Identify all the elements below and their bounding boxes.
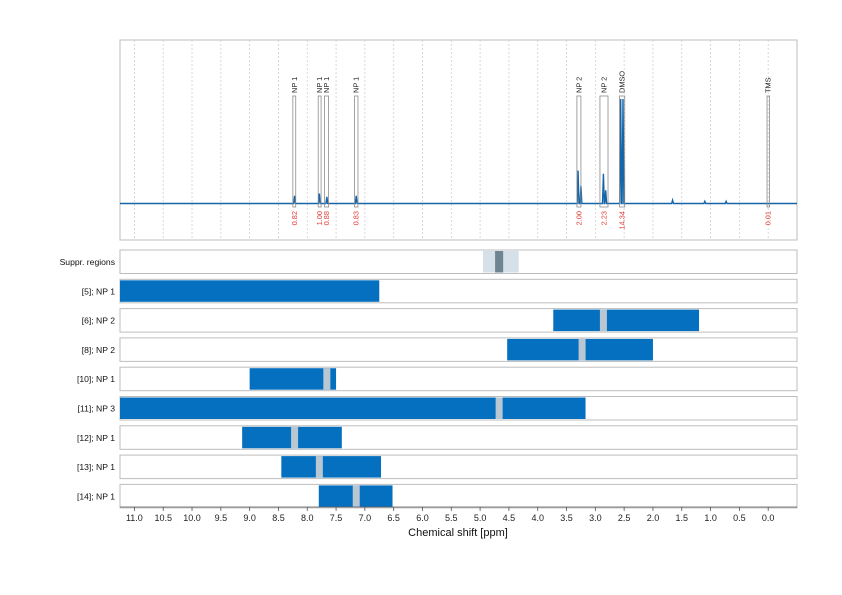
x-tick-label: 0.0 (762, 513, 775, 523)
range-bar-marker (352, 485, 360, 507)
range-row-label: [8]; NP 2 (82, 345, 116, 355)
x-tick-label: 3.0 (589, 513, 602, 523)
range-row-label: [6]; NP 2 (82, 316, 116, 326)
range-row-frame (119, 337, 798, 362)
range-bar-marker (599, 309, 607, 332)
peak-integral-value: 0.01 (764, 211, 773, 225)
peak-annotation-box (766, 95, 770, 208)
range-row-label: [12]; NP 1 (77, 433, 115, 443)
x-tick-label: 3.5 (560, 513, 573, 523)
range-row-label: [10]; NP 1 (77, 374, 115, 384)
x-axis-title: Chemical shift [ppm] (408, 527, 508, 539)
x-tick-label: 5.0 (474, 513, 487, 523)
range-bar-marker (315, 456, 323, 478)
peak-annotation-label: NP 1 (290, 77, 299, 93)
peak-integral-value: 2.23 (599, 211, 608, 225)
x-tick-label: 4.5 (503, 513, 516, 523)
range-row-label: Suppr. regions (60, 257, 115, 267)
range-row-frame (119, 483, 798, 509)
x-tick-label: 10.0 (183, 513, 201, 523)
peak-annotation-label: TMS (764, 77, 773, 93)
range-bar (553, 309, 700, 332)
peak-integral-value: 0.88 (322, 211, 331, 225)
x-tick-label: 9.5 (215, 513, 228, 523)
range-row-label: [5]; NP 1 (82, 286, 116, 296)
suppression-region-inner (495, 251, 504, 273)
range-row-label: [14]; NP 1 (77, 491, 115, 501)
range-bar-marker (495, 397, 503, 419)
peak-annotation-label: NP 2 (574, 77, 583, 93)
x-tick-label: 8.0 (301, 513, 314, 523)
x-tick-label: 2.0 (647, 513, 660, 523)
x-tick-label: 8.5 (272, 513, 285, 523)
range-bar (120, 397, 586, 419)
x-tick-label: 7.5 (330, 513, 343, 523)
peak-annotation-box (317, 95, 322, 208)
peak-integral-value: 14.34 (618, 211, 627, 230)
x-tick-label: 9.0 (243, 513, 256, 523)
x-tick-label: 7.0 (359, 513, 372, 523)
range-rows-panel: Suppr. regions [5]; NP 1 [6]; NP 2 [8]; NP … (60, 249, 798, 509)
peak-annotation-box (576, 95, 582, 208)
x-tick-label: 5.5 (445, 513, 458, 523)
x-axis: 11.0 10.5 10.0 9.5 9.0 8.5 8.0 7.5 7.0 6.5 6.0 5.5 5… (120, 506, 797, 523)
peak-integral-value: 0.83 (352, 211, 361, 225)
range-bar-marker (323, 368, 331, 390)
range-row-frame (119, 249, 798, 274)
peak-integral-value: 1.00 (315, 211, 324, 225)
peak-annotation-label: NP 1 (315, 77, 324, 93)
spectrum-trace (120, 98, 797, 205)
x-tick-label: 4.0 (531, 513, 544, 523)
x-tick-label: 11.0 (126, 513, 143, 523)
range-bar (249, 368, 337, 390)
range-bar (281, 456, 382, 478)
x-tick-label: 6.0 (416, 513, 429, 523)
x-tick-label: 0.5 (733, 513, 746, 523)
peak-annotation-box (619, 95, 626, 208)
peak-annotation-label: DMSO (618, 71, 627, 93)
range-row-frame (119, 454, 798, 480)
peak-integral-value: 0.82 (290, 211, 299, 225)
x-tick-label: 2.5 (618, 513, 631, 523)
peak-annotation-box (599, 95, 609, 208)
range-bar (120, 280, 380, 302)
peak-annotation-box (292, 95, 297, 208)
range-bar-marker (578, 338, 586, 361)
range-row-label: [11]; NP 3 (78, 403, 116, 413)
x-tick-label: 1.5 (676, 513, 689, 523)
peak-annotation-label: NP 2 (599, 77, 608, 93)
peak-annotation-label: NP 1 (322, 77, 331, 93)
peak-integral-value: 2.00 (574, 211, 583, 225)
peak-annotation-box (324, 95, 329, 208)
x-tick-label: 6.5 (387, 513, 400, 523)
spectrum-frame (119, 39, 798, 241)
x-tick-label: 1.0 (704, 513, 717, 523)
range-row-frame (119, 366, 798, 392)
x-tick-label: 10.5 (154, 513, 172, 523)
range-bar-marker (291, 426, 299, 449)
range-row-label: [13]; NP 1 (77, 462, 115, 472)
peak-annotation-label: NP 1 (352, 77, 361, 93)
peak-annotation-box (354, 95, 359, 208)
range-row-frame (119, 425, 798, 450)
spectrum-panel: NP 1 0.82 NP 1 1.00 NP 1 0.88 NP 1 0.83 NP 2 2.00… (119, 39, 798, 241)
